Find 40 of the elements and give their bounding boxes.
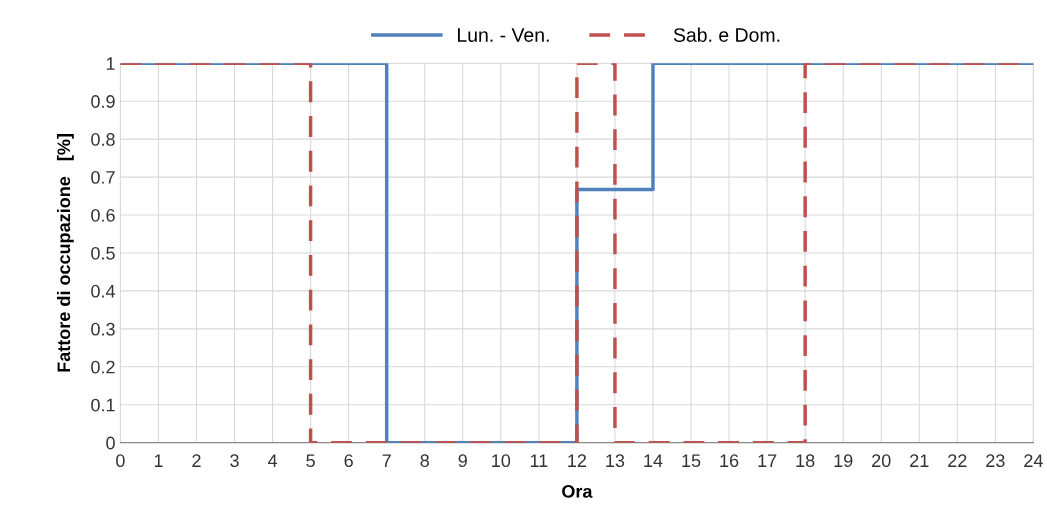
y-tick-label: 0.3 [91, 322, 115, 336]
x-tick-label: 22 [948, 454, 967, 467]
y-tick-label: 0.8 [91, 133, 115, 146]
y-tick-label: 0.2 [91, 360, 115, 374]
y-tick-label: 0.1 [91, 398, 115, 412]
x-tick-label: 0 [116, 454, 125, 468]
x-tick-label: 14 [644, 454, 663, 467]
x-tick-label: 8 [420, 454, 429, 468]
x-axis-title: Ora [562, 484, 593, 498]
x-tick-label: 15 [682, 454, 701, 468]
x-tick-label: 18 [796, 454, 815, 468]
x-tick-label: 9 [458, 454, 467, 468]
y-tick-label: 0.9 [91, 95, 115, 108]
x-tick-label: 2 [192, 454, 201, 467]
x-tick-label: 3 [230, 454, 239, 468]
x-tick-label: 17 [758, 454, 777, 467]
x-tick-label: 4 [267, 454, 278, 467]
x-tick-label: 6 [344, 454, 353, 468]
x-tick-label: 13 [606, 454, 625, 468]
x-tick-label: 24 [1024, 454, 1043, 467]
x-tick-label: 16 [720, 454, 739, 468]
x-tick-label: 19 [834, 454, 853, 468]
legend-label: Lun. - Ven. [457, 28, 549, 42]
y-tick-label: 1 [106, 57, 115, 70]
x-tick-label: 7 [382, 454, 391, 467]
x-tick-label: 1 [154, 454, 163, 467]
x-tick-label: 21 [910, 454, 929, 467]
y-tick-label: 0.7 [91, 171, 115, 184]
x-tick-label: 20 [872, 454, 891, 468]
y-tick-label: 0.4 [91, 284, 116, 298]
x-tick-label: 5 [306, 454, 315, 468]
x-tick-label: 23 [986, 454, 1005, 468]
y-tick-label: 0.5 [91, 246, 115, 260]
y-tick-label: 0.6 [91, 208, 115, 222]
x-tick-label: 10 [492, 454, 511, 468]
y-axis-title: Fattore di occupazione [%] [56, 134, 74, 372]
x-tick-label: 12 [568, 454, 587, 467]
x-tick-label: 11 [530, 454, 548, 467]
legend-label: Sab. e Dom. [673, 27, 780, 42]
y-tick-label: 0 [106, 436, 115, 450]
